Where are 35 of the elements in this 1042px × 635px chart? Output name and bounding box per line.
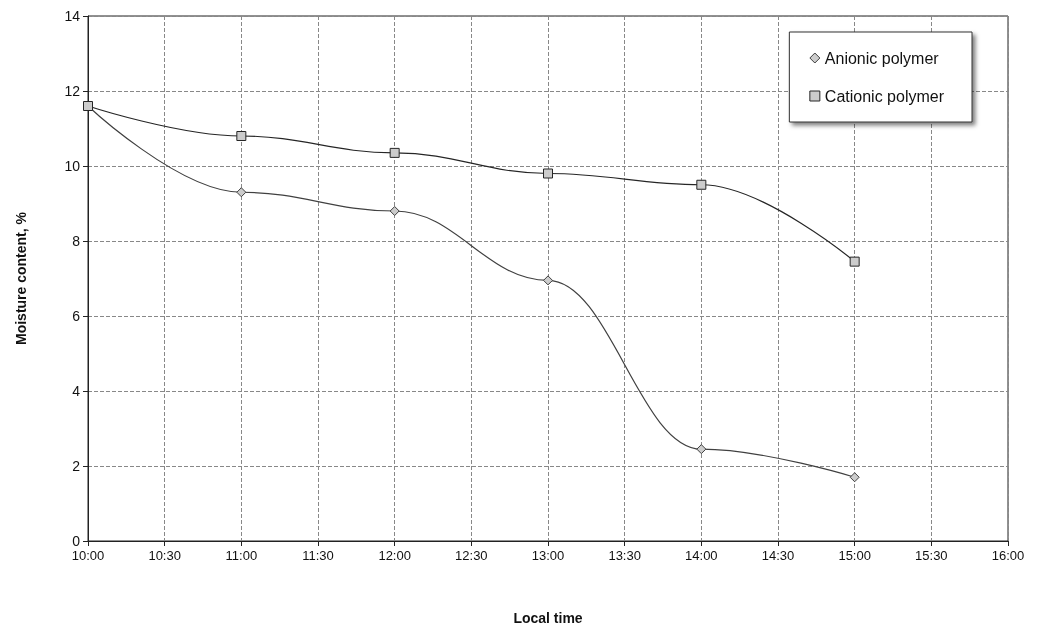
- point: [696, 179, 707, 190]
- x-tick-label: 11:00: [225, 548, 258, 563]
- y-tick-label: 8: [72, 233, 81, 249]
- y-tick-label: 2: [72, 458, 81, 474]
- x-tick-label: 10:30: [148, 548, 181, 563]
- x-tick-label: 12:00: [378, 548, 411, 563]
- x-axis-title: Local time: [513, 610, 583, 626]
- point: [849, 472, 860, 483]
- x-tick-label: 10:00: [71, 548, 105, 563]
- point: [236, 131, 247, 141]
- y-axis-title: Moisture content, %: [13, 211, 29, 346]
- x-tick-label: 11:30: [302, 548, 334, 563]
- point: [236, 187, 247, 198]
- y-tick-label: 14: [64, 8, 81, 24]
- point: [389, 206, 400, 216]
- x-tick-label: 15:00: [838, 548, 871, 563]
- point: [389, 147, 400, 158]
- y-tick-label: 12: [64, 83, 81, 99]
- y-tick-label: 10: [64, 158, 81, 174]
- legend-label: Cationic polymer: [824, 87, 945, 105]
- point: [543, 275, 553, 286]
- x-tick-label: 16:00: [991, 548, 1025, 563]
- x-tick-label: 13:00: [531, 548, 565, 563]
- x-tick-label: 15:30: [915, 548, 948, 563]
- y-tick-label: 4: [72, 383, 81, 399]
- y-tick-label: 0: [72, 533, 81, 549]
- point: [696, 444, 707, 455]
- x-tick-label: 12:30: [455, 548, 488, 563]
- legend-label: Anionic polymer: [824, 49, 940, 67]
- point: [543, 168, 553, 179]
- point: [849, 256, 860, 267]
- y-tick-label: 6: [72, 308, 81, 324]
- x-tick-label: 14:00: [685, 548, 718, 563]
- x-tick-label: 13:30: [608, 548, 641, 563]
- x-tick-label: 14:30: [761, 548, 795, 563]
